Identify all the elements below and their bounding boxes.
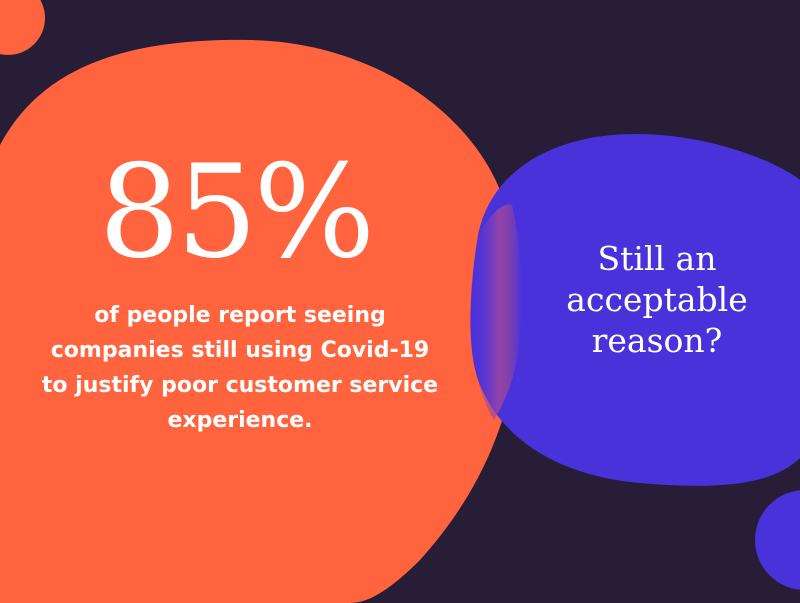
stat-percentage: 85% bbox=[98, 138, 376, 287]
purple-blob bbox=[470, 134, 800, 486]
orange-blob bbox=[0, 39, 522, 603]
stat-caption: of people report seeing companies still … bbox=[41, 303, 439, 433]
overlap-blend bbox=[469, 204, 522, 420]
corner-circle-top-left bbox=[0, 0, 45, 55]
question-text: Still an acceptable reason? bbox=[566, 239, 748, 360]
corner-circle-bottom-right bbox=[755, 490, 800, 590]
